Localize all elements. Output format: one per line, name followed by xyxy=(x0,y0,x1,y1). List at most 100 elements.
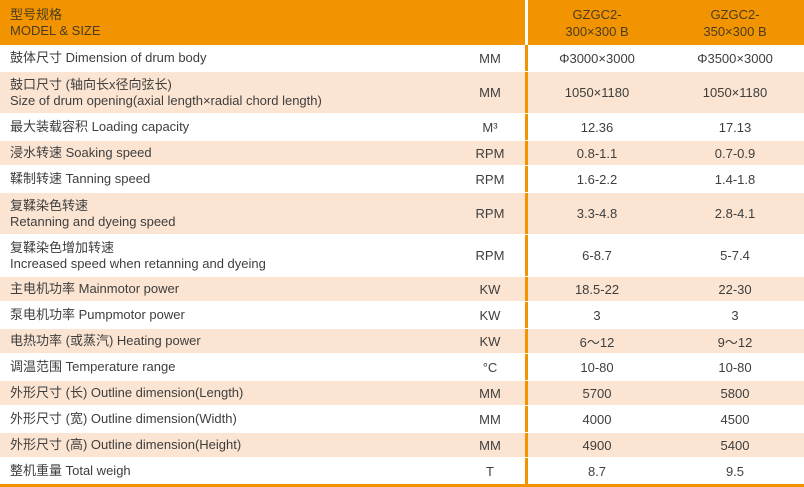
row-label: 调温范围 Temperature range xyxy=(10,359,176,374)
row-unit: M³ xyxy=(482,119,498,135)
row-label: 鼓口尺寸 (轴向长x径向弦长) Size of drum opening(axi… xyxy=(10,76,322,108)
row-value-1: 1.6-2.2 xyxy=(576,171,618,187)
row-value-2: 10-80 xyxy=(718,359,752,375)
row-unit: RPM xyxy=(475,145,505,161)
row-label: 鼓体尺寸 Dimension of drum body xyxy=(10,50,207,65)
row-unit: MM xyxy=(479,437,501,453)
row-unit: RPM xyxy=(475,248,505,263)
table-row-total-weight: 整机重量 Total weigh T 8.7 9.5 xyxy=(0,458,804,484)
row-unit: MM xyxy=(479,385,501,401)
table-body: 鼓体尺寸 Dimension of drum body MM Φ3000×300… xyxy=(0,45,804,484)
row-value-1: 6-8.7 xyxy=(582,248,612,263)
table-row-pumpmotor-power: 泵电机功率 Pumpmotor power KW 3 3 xyxy=(0,302,804,328)
row-value-2: 9～12 xyxy=(717,334,753,350)
table-bottom-border xyxy=(0,484,804,487)
column-divider xyxy=(525,302,528,328)
row-value-1: 5700 xyxy=(582,385,612,401)
column-header-gzgc2-350: GZGC2- 350×300 B xyxy=(666,0,804,45)
table-row-soaking-speed: 浸水转速 Soaking speed RPM 0.8-1.1 0.7-0.9 xyxy=(0,140,804,166)
row-label: 复鞣染色转速 Retanning and dyeing speed xyxy=(10,197,176,229)
row-value-2: 5-7.4 xyxy=(720,248,750,263)
column-divider xyxy=(525,329,528,353)
column-header-line2: 350×300 B xyxy=(703,23,767,39)
header-unit-cell xyxy=(455,0,525,45)
row-value-1: 1050×1180 xyxy=(564,85,630,100)
row-value-1: 8.7 xyxy=(587,463,607,479)
table-row-outline-height: 外形尺寸 (高) Outline dimension(Height) MM 49… xyxy=(0,432,804,458)
row-label: 鞣制转速 Tanning speed xyxy=(10,171,151,186)
column-header-line2: 300×300 B xyxy=(565,23,629,39)
column-header-gzgc2-300: GZGC2- 300×300 B xyxy=(528,0,666,45)
table-row-increased-speed: 复鞣染色增加转速 Increased speed when retanning … xyxy=(0,235,804,276)
row-value-2: Φ3500×3000 xyxy=(697,50,773,66)
row-label: 泵电机功率 Pumpmotor power xyxy=(10,307,185,322)
table-row-outline-length: 外形尺寸 (长) Outline dimension(Length) MM 57… xyxy=(0,380,804,406)
table-row-heating-power: 电热功率 (或蒸汽) Heating power KW 6～12 9～12 xyxy=(0,328,804,354)
table-row-drum-opening: 鼓口尺寸 (轴向长x径向弦长) Size of drum opening(axi… xyxy=(0,71,804,114)
table-row-temperature-range: 调温范围 Temperature range °C 10-80 10-80 xyxy=(0,354,804,380)
table-row-retanning-dyeing-speed: 复鞣染色转速 Retanning and dyeing speed RPM 3.… xyxy=(0,192,804,235)
row-value-2: 17.13 xyxy=(718,119,752,135)
row-value-1: 0.8-1.1 xyxy=(576,145,618,161)
row-value-2: 2.8-4.1 xyxy=(714,206,756,221)
table-row-loading-capacity: 最大装载容积 Loading capacity M³ 12.36 17.13 xyxy=(0,114,804,140)
row-label: 外形尺寸 (长) Outline dimension(Length) xyxy=(10,385,244,400)
row-value-2: 22-30 xyxy=(718,281,752,297)
row-unit: MM xyxy=(479,411,501,427)
row-value-1: 18.5-22 xyxy=(574,281,620,297)
row-value-1: Φ3000×3000 xyxy=(559,50,635,66)
row-value-1: 3 xyxy=(593,307,601,323)
column-divider xyxy=(525,235,528,276)
row-label: 电热功率 (或蒸汽) Heating power xyxy=(10,333,201,348)
column-divider xyxy=(525,354,528,380)
row-label: 复鞣染色增加转速 Increased speed when retanning … xyxy=(10,239,266,271)
row-value-1: 6～12 xyxy=(579,334,615,350)
column-header-line1: GZGC2- xyxy=(572,6,622,22)
row-unit: KW xyxy=(479,281,501,297)
row-value-2: 5400 xyxy=(720,437,750,453)
header-title-zh: 型号规格 xyxy=(10,6,63,22)
row-value-1: 3.3-4.8 xyxy=(576,206,618,221)
row-value-1: 10-80 xyxy=(580,359,614,375)
column-divider xyxy=(525,277,528,301)
row-label: 整机重量 Total weigh xyxy=(10,463,131,478)
column-divider xyxy=(525,72,528,113)
column-divider xyxy=(525,433,528,457)
row-value-2: 5800 xyxy=(720,385,750,401)
column-divider xyxy=(525,45,528,71)
row-unit: °C xyxy=(482,359,498,375)
row-unit: KW xyxy=(479,307,501,323)
row-label: 外形尺寸 (宽) Outline dimension(Width) xyxy=(10,411,237,426)
row-value-2: 9.5 xyxy=(725,463,745,479)
row-value-1: 4000 xyxy=(582,411,612,427)
row-unit: RPM xyxy=(475,206,505,221)
row-unit: T xyxy=(486,463,494,479)
row-unit: RPM xyxy=(475,171,505,187)
row-value-1: 4900 xyxy=(582,437,612,453)
row-value-2: 1.4-1.8 xyxy=(714,171,756,187)
row-value-1: 12.36 xyxy=(580,119,614,135)
column-divider xyxy=(525,458,528,484)
row-value-2: 3 xyxy=(731,307,739,323)
column-divider xyxy=(525,406,528,432)
column-divider xyxy=(525,141,528,165)
header-model-size: 型号规格 MODEL & SIZE xyxy=(0,0,455,45)
row-label: 主电机功率 Mainmotor power xyxy=(10,281,180,296)
column-divider xyxy=(525,114,528,140)
table-row-outline-width: 外形尺寸 (宽) Outline dimension(Width) MM 400… xyxy=(0,406,804,432)
table-row-tanning-speed: 鞣制转速 Tanning speed RPM 1.6-2.2 1.4-1.8 xyxy=(0,166,804,192)
table-row-drum-body: 鼓体尺寸 Dimension of drum body MM Φ3000×300… xyxy=(0,45,804,71)
column-header-line1: GZGC2- xyxy=(710,6,760,22)
row-label: 外形尺寸 (高) Outline dimension(Height) xyxy=(10,437,242,452)
column-divider xyxy=(525,193,528,234)
column-divider xyxy=(525,381,528,405)
row-value-2: 0.7-0.9 xyxy=(714,145,756,161)
table-header: 型号规格 MODEL & SIZE GZGC2- 300×300 B GZGC2… xyxy=(0,0,804,45)
row-unit: MM xyxy=(479,50,501,66)
header-column-divider xyxy=(525,0,528,45)
row-label: 最大装载容积 Loading capacity xyxy=(10,119,190,134)
row-value-2: 4500 xyxy=(720,411,750,427)
table-row-mainmotor-power: 主电机功率 Mainmotor power KW 18.5-22 22-30 xyxy=(0,276,804,302)
header-title-en: MODEL & SIZE xyxy=(10,22,101,38)
